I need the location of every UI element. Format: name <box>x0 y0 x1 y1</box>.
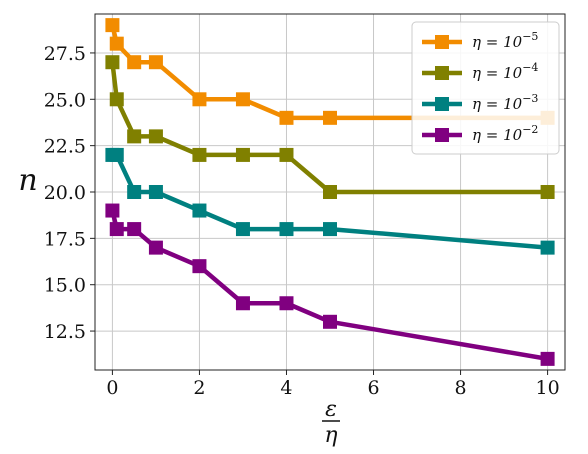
legend-label: η = 10−3 <box>472 92 538 113</box>
data-point <box>540 240 555 255</box>
x-tick-label: 4 <box>280 377 292 399</box>
legend-item: η = 10−4 <box>422 61 538 82</box>
data-point <box>105 203 120 218</box>
legend-item: η = 10−2 <box>422 123 538 144</box>
y-tick-label: 25.0 <box>44 89 86 111</box>
data-point <box>109 92 124 107</box>
x-tick-label: 0 <box>106 377 118 399</box>
legend: η = 10−5 η = 10−4 η = 10−3 η = 10−2 <box>411 21 560 155</box>
x-tick-label: 10 <box>535 377 559 399</box>
legend-label: η = 10−2 <box>472 123 538 144</box>
legend-swatch-marker <box>435 66 449 80</box>
legend-swatch-marker <box>435 35 449 49</box>
data-point <box>192 203 207 218</box>
data-point <box>540 185 555 199</box>
data-point <box>148 55 163 70</box>
data-point <box>148 240 163 255</box>
legend-item: η = 10−3 <box>422 92 538 113</box>
data-point <box>109 222 124 237</box>
data-point <box>235 222 250 237</box>
data-point <box>279 222 294 237</box>
x-axis-label-numerator: ε <box>325 397 337 422</box>
x-tick-label: 8 <box>455 377 467 399</box>
data-point <box>127 222 142 237</box>
data-point <box>323 185 337 199</box>
y-tick-label: 12.5 <box>44 321 86 343</box>
data-point <box>235 147 250 162</box>
data-point <box>109 36 124 51</box>
series-4 <box>105 203 555 366</box>
x-tick-label: 2 <box>193 377 205 399</box>
data-point <box>323 314 337 329</box>
data-point <box>192 259 207 274</box>
data-point <box>235 92 250 107</box>
y-axis-label: n <box>18 163 37 198</box>
data-point <box>127 185 142 199</box>
data-point <box>192 147 207 162</box>
legend-box <box>411 21 560 155</box>
x-axis-label-denominator: η <box>324 423 337 448</box>
x-axis-label: ε η <box>322 397 340 448</box>
data-point <box>192 92 207 107</box>
data-point <box>540 351 555 366</box>
y-tick-label: 22.5 <box>44 136 86 158</box>
series-3 <box>105 147 555 255</box>
data-point <box>323 222 337 237</box>
legend-label: η = 10−4 <box>472 61 538 82</box>
legend-label: η = 10−5 <box>472 30 538 51</box>
data-point <box>323 110 337 125</box>
series-layer <box>105 18 555 366</box>
data-point <box>148 129 163 144</box>
legend-swatch-marker <box>435 128 449 142</box>
ticks: 0 2 4 6 8 10 12.5 15.0 17.5 20.0 22.5 25.0 27.5 <box>44 43 560 399</box>
data-point <box>279 110 294 125</box>
data-point <box>105 55 120 70</box>
series-2 <box>105 55 555 199</box>
data-point <box>127 129 142 144</box>
data-point <box>235 296 250 311</box>
y-tick-label: 15.0 <box>44 275 86 297</box>
y-tick-label: 17.5 <box>44 228 86 250</box>
y-tick-label: 20.0 <box>44 182 86 204</box>
data-point <box>279 147 294 162</box>
data-point <box>148 185 163 199</box>
x-tick-label: 6 <box>367 377 379 399</box>
data-point <box>127 55 142 70</box>
data-point <box>279 296 294 311</box>
legend-item: η = 10−5 <box>422 30 538 51</box>
legend-swatch-marker <box>435 97 449 111</box>
data-point <box>109 147 124 162</box>
data-point <box>105 18 120 33</box>
y-tick-label: 27.5 <box>44 43 86 65</box>
